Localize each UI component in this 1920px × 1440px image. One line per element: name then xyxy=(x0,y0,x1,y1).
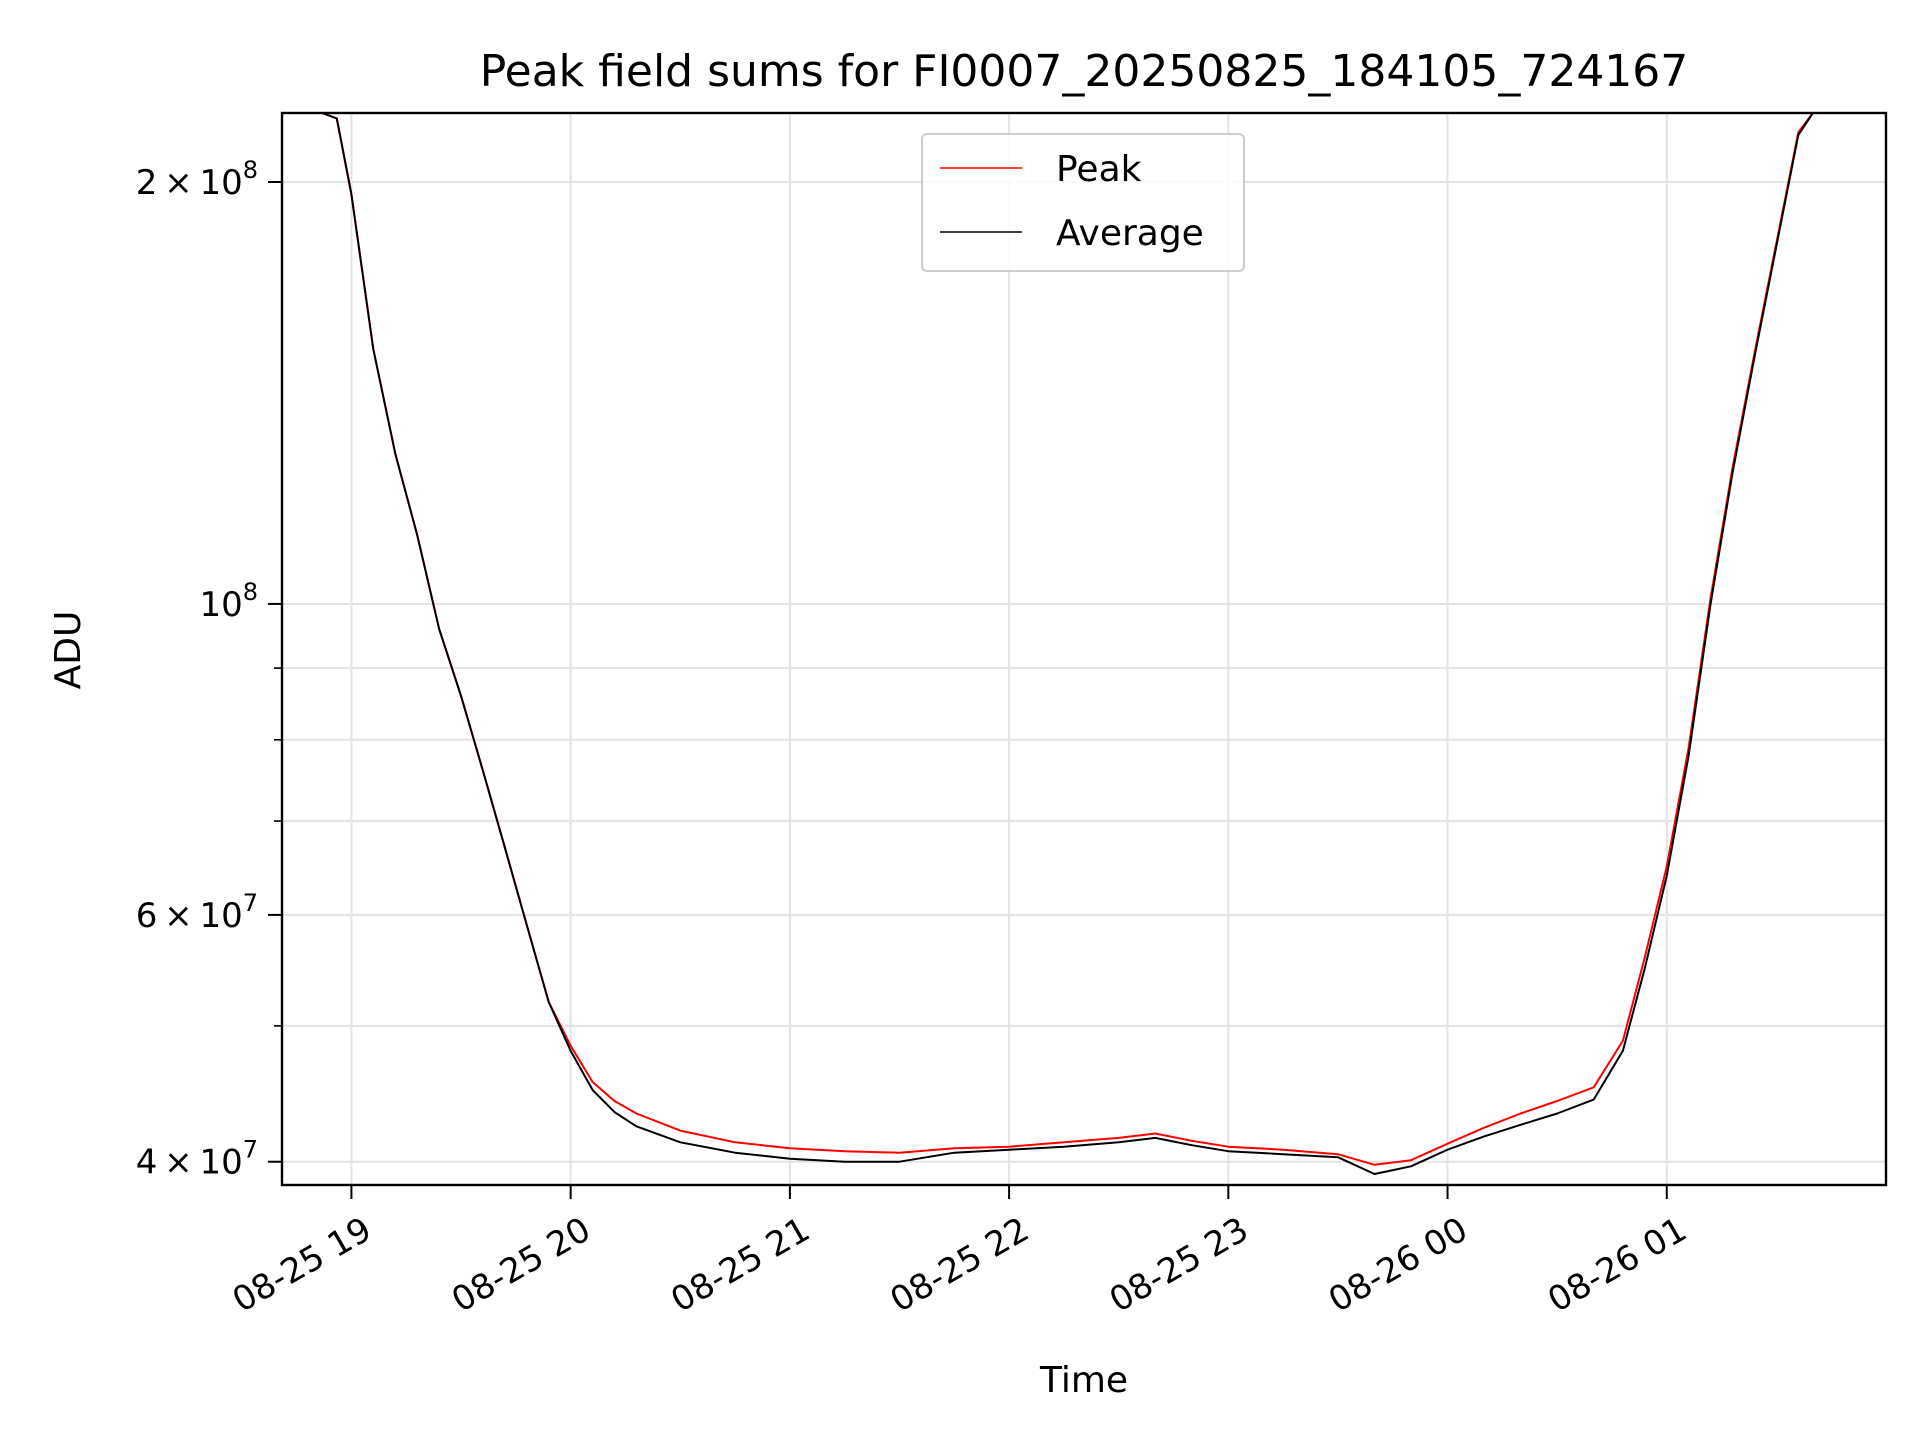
y-axis-label: ADU xyxy=(48,611,89,690)
y-tick-label: 6 × 107 xyxy=(136,889,258,936)
y-tick-label: 2 × 108 xyxy=(136,156,258,203)
legend-label-peak: Peak xyxy=(1056,149,1142,190)
legend: Peak Average xyxy=(921,133,1245,272)
legend-label-average: Average xyxy=(1056,213,1204,254)
chart-title: Peak field sums for FI0007_20250825_1841… xyxy=(480,46,1689,97)
y-tick-label: 108 xyxy=(199,578,258,625)
x-axis-label: Time xyxy=(1039,1360,1128,1401)
y-tick-label: 4 × 107 xyxy=(136,1136,258,1183)
series-line-average xyxy=(282,113,1814,1175)
series-layer xyxy=(282,113,1814,1175)
y-axis: 4 × 107 6 × 107 108 2 × 108 xyxy=(136,156,282,1183)
plot-frame xyxy=(280,111,1888,1187)
